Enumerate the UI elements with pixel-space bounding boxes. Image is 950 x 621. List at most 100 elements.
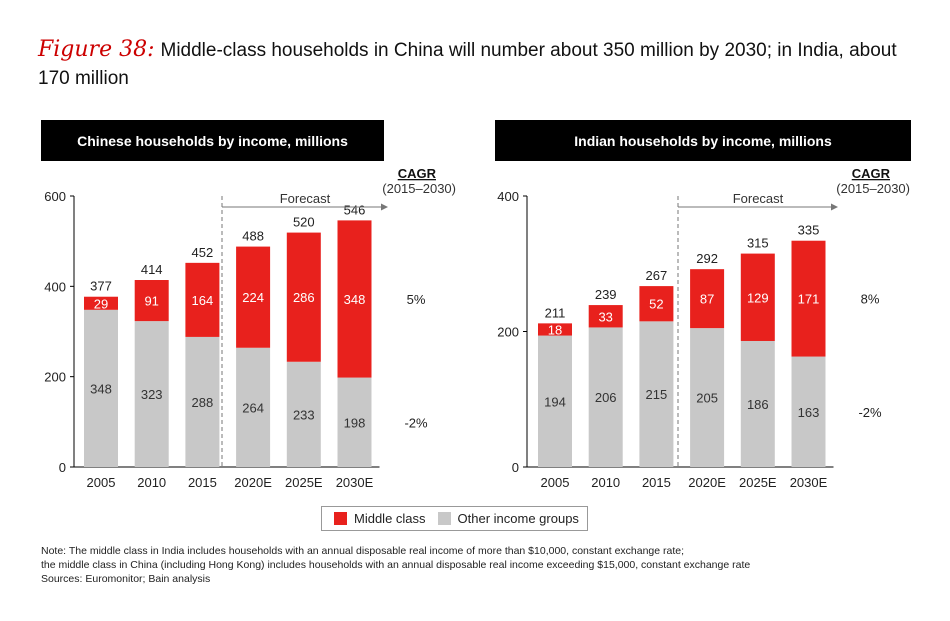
india-bar-middle-class [740,253,775,341]
china-label-other: 323 [141,387,163,402]
india-label-other: 194 [544,394,566,409]
india-label-total: 335 [798,223,820,238]
india-forecast-arrowhead [831,203,838,211]
india-cagr-other: -2% [858,405,882,420]
india-label-total: 292 [696,251,718,266]
india-label-other: 205 [696,391,718,406]
china-label-middle-class: 29 [94,296,108,311]
figure-label: Figure 38: [38,37,155,62]
india-label-middle-class: 18 [548,322,562,337]
china-label-middle-class: 348 [344,292,366,307]
india-label-middle-class: 33 [598,309,612,324]
china-label-total: 377 [90,279,112,294]
india-label-middle-class: 171 [798,292,820,307]
india-cagr-period: (2015–2030) [836,181,910,196]
india-bar-middle-class [639,286,674,322]
india-bar-other [690,328,725,467]
china-cagr-header: CAGR [398,166,437,181]
india-x-tick-label: 2025E [739,475,777,490]
notes: Note: The middle class in India includes… [41,544,921,586]
legend-item-other: Other income groups [437,511,579,526]
china-label-middle-class: 164 [192,293,214,308]
india-label-total: 211 [545,305,566,320]
china-cagr-period: (2015–2030) [382,181,456,196]
india-cagr-header: CAGR [852,166,891,181]
india-bar-middle-class [690,269,725,329]
china-bar-middle-class [185,262,220,337]
india-bar-middle-class [791,240,826,357]
india-label-total: 267 [646,268,668,283]
legend: Middle class Other income groups [321,506,588,531]
india-label-total: 239 [595,287,617,302]
legend-label-other: Other income groups [457,511,579,526]
india-y-tick-label: 400 [497,189,519,204]
note-line-1: Note: The middle class in India includes… [41,545,685,557]
india-label-middle-class: 87 [700,292,714,307]
china-bar-middle-class [134,280,169,322]
india-y-tick-label: 0 [512,460,519,475]
india-x-tick-label: 2015 [642,475,671,490]
india-bar-other [588,327,623,467]
china-cagr-middle-class: 5% [407,292,426,307]
china-label-total: 452 [192,245,214,260]
india-chart: 0 200 400 194 18 211 2005 206 33 239 2010 215 52 267 2… [497,166,910,490]
china-x-tick-label: 2010 [137,475,166,490]
china-label-total: 414 [141,262,163,277]
note-line-2: the middle class in China (including Hon… [41,559,751,571]
figure-title: Figure 38: Middle-class households in Chi… [38,36,918,93]
india-label-other: 215 [646,387,668,402]
china-label-middle-class: 286 [293,290,315,305]
china-y-tick-label: 200 [44,370,66,385]
india-x-tick-label: 2020E [688,475,726,490]
india-label-other: 186 [747,397,769,412]
legend-item-middle-class: Middle class [334,511,426,526]
china-bar-other [286,361,321,467]
china-bar-middle-class [236,246,271,348]
china-bar-middle-class [286,232,321,362]
india-x-tick-label: 2005 [541,475,570,490]
china-label-total: 488 [242,229,264,244]
india-label-middle-class: 52 [649,297,663,312]
china-label-other: 264 [242,400,264,415]
china-bar-other [337,377,372,467]
india-bar-other [740,340,775,467]
india-chart-header: Indian households by income, millions [495,120,911,161]
india-bar-other [791,356,826,467]
china-chart-header: Chinese households by income, millions [41,120,384,161]
india-x-tick-label: 2010 [591,475,620,490]
india-y-tick-label: 200 [497,325,519,340]
india-forecast-label: Forecast [733,191,784,206]
china-bar-middle-class [337,220,372,378]
china-cagr-other: -2% [404,415,428,430]
china-forecast-arrowhead [381,203,388,211]
china-label-other: 198 [344,415,366,430]
india-label-other: 206 [595,390,617,405]
india-bar-other [538,335,572,467]
india-label-middle-class: 129 [747,290,769,305]
legend-label-middle-class: Middle class [354,511,426,526]
china-bar-middle-class [84,296,118,310]
china-forecast-label: Forecast [280,191,331,206]
china-label-total: 520 [293,215,315,230]
legend-swatch-other [437,512,451,525]
china-label-other: 348 [90,381,112,396]
india-x-tick-label: 2030E [790,475,828,490]
figure-title-text: Middle-class households in China will nu… [38,40,897,89]
note-line-3: Sources: Euromonitor; Bain analysis [41,573,211,585]
china-chart: 0 200 400 600 348 29 377 2005 323 91 414 2010 288 164… [44,166,456,490]
china-x-tick-label: 2005 [87,475,116,490]
china-x-tick-label: 2015 [188,475,217,490]
china-bar-other [84,309,118,467]
india-bar-middle-class [588,305,623,328]
china-label-middle-class: 224 [242,290,264,305]
india-label-other: 163 [798,405,820,420]
china-label-total: 546 [344,202,366,217]
china-label-middle-class: 91 [144,294,158,309]
india-cagr-middle-class: 8% [861,292,880,307]
india-label-total: 315 [747,236,769,251]
india-bar-middle-class [538,323,572,336]
china-y-tick-label: 400 [44,279,66,294]
china-label-other: 233 [293,407,315,422]
china-bar-other [185,336,220,467]
